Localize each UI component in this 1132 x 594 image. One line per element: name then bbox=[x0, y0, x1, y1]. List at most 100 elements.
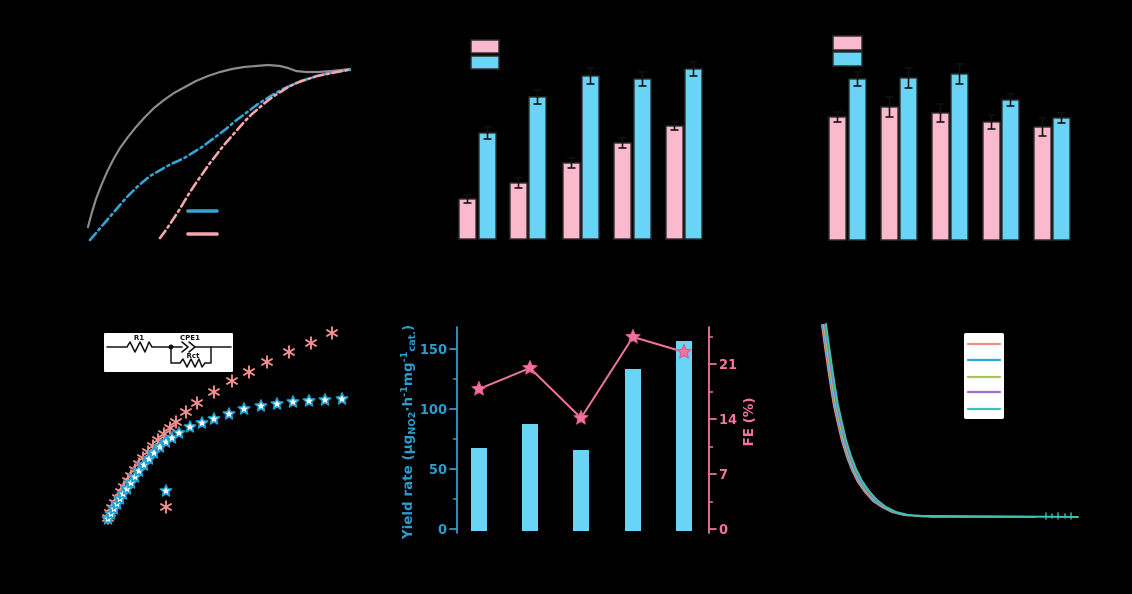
right-tick-label: 0 bbox=[719, 523, 728, 538]
bar-pink-3 bbox=[931, 112, 950, 241]
star-marker bbox=[270, 397, 284, 410]
legend-swatch-pink bbox=[832, 35, 863, 51]
curve-pink-dashed bbox=[158, 68, 350, 240]
error-bar bbox=[936, 103, 945, 123]
error-bar bbox=[1038, 117, 1047, 137]
asterisk-marker bbox=[170, 418, 182, 426]
inset-label-r1: R1 bbox=[134, 334, 144, 342]
error-bar bbox=[618, 137, 627, 149]
error-bar bbox=[955, 63, 964, 85]
circuit-resistor-r1 bbox=[126, 341, 153, 353]
right-tick-label: 21 bbox=[719, 358, 737, 373]
inset-label-rct: Rct bbox=[187, 352, 201, 360]
star-marker bbox=[183, 420, 197, 433]
star-marker bbox=[302, 394, 316, 407]
right-tick-label: 7 bbox=[719, 468, 728, 483]
error-bar bbox=[1006, 93, 1015, 107]
yield-bar-1 bbox=[471, 448, 487, 531]
error-bar bbox=[463, 194, 472, 204]
legend-marker-pink-asterisk bbox=[160, 500, 172, 514]
left-tick-label: 150 bbox=[420, 343, 447, 358]
asterisk-marker bbox=[180, 408, 192, 416]
circuit-inset-box bbox=[104, 333, 233, 372]
bar-blue-1 bbox=[478, 132, 497, 240]
left-tick-label: 100 bbox=[420, 403, 447, 418]
star-marker bbox=[625, 329, 641, 344]
error-bar bbox=[567, 157, 576, 169]
star-marker bbox=[195, 416, 209, 429]
star-marker bbox=[222, 407, 236, 420]
bar-pink-4 bbox=[982, 121, 1001, 241]
asterisk-marker bbox=[208, 388, 220, 396]
panel-d: R1 CPE1 Rct bbox=[101, 326, 349, 525]
star-marker bbox=[522, 360, 538, 375]
error-bar bbox=[904, 67, 913, 89]
asterisk-marker bbox=[147, 442, 159, 450]
star-marker bbox=[172, 426, 186, 439]
error-bar bbox=[483, 126, 492, 140]
bar-pink-2 bbox=[509, 182, 528, 240]
bar-pink-1 bbox=[828, 116, 847, 241]
star-marker bbox=[254, 399, 268, 412]
fe-star-markers bbox=[471, 329, 692, 425]
panel-c bbox=[828, 35, 1071, 241]
asterisk-marker bbox=[137, 454, 149, 462]
asterisk-marker bbox=[261, 358, 273, 366]
panel-b bbox=[458, 39, 703, 240]
error-bar bbox=[670, 121, 679, 131]
star-marker bbox=[573, 410, 589, 425]
left-tick-label: 0 bbox=[438, 523, 447, 538]
asterisk-marker bbox=[158, 430, 170, 438]
bar-pink-5 bbox=[665, 125, 684, 240]
bar-blue-4 bbox=[1001, 99, 1020, 241]
fe-line bbox=[478, 336, 685, 419]
legend-swatch-pink bbox=[470, 39, 500, 54]
scatter-blue-stars bbox=[101, 392, 349, 525]
yield-bar-5 bbox=[676, 341, 692, 531]
legend-swatch-blue bbox=[470, 55, 500, 70]
circuit-branch bbox=[170, 346, 181, 364]
bar-blue-5 bbox=[684, 68, 703, 240]
left-tick-label: 50 bbox=[429, 463, 447, 478]
asterisk-marker bbox=[191, 399, 203, 407]
asterisk-marker bbox=[226, 377, 238, 385]
inset-label-cpe1: CPE1 bbox=[180, 334, 200, 342]
error-bar bbox=[586, 67, 595, 85]
y-axis-label-right: FE (%) bbox=[741, 397, 757, 446]
star-marker bbox=[335, 392, 349, 405]
star-marker bbox=[318, 393, 332, 406]
asterisk-marker bbox=[164, 424, 176, 432]
bar-blue-4 bbox=[633, 78, 652, 240]
error-bar bbox=[833, 111, 842, 123]
asterisk-marker bbox=[243, 368, 255, 376]
panel-e: 150 100 50 0 21 14 7 0 Yield rate (μgNO2·h-1mg-1… bbox=[399, 325, 757, 540]
legend-swatch-blue bbox=[832, 51, 863, 67]
bar-pink-1 bbox=[458, 198, 477, 240]
error-bar bbox=[853, 71, 862, 87]
bar-pink-5 bbox=[1033, 126, 1052, 241]
bar-pink-2 bbox=[880, 106, 899, 241]
star-marker bbox=[237, 402, 251, 415]
right-tick-label: 14 bbox=[719, 413, 737, 428]
curve-gray bbox=[86, 63, 352, 229]
error-bar bbox=[533, 89, 542, 105]
panel-f bbox=[821, 323, 1079, 520]
error-bar bbox=[1057, 112, 1066, 124]
y-axis-label-left: Yield rate (μgNO2·h-1mg-1cat.) bbox=[399, 325, 418, 540]
yield-bar-3 bbox=[573, 450, 589, 531]
star-marker bbox=[207, 412, 221, 425]
star-marker bbox=[676, 344, 692, 359]
asterisk-marker bbox=[142, 448, 154, 456]
bar-pink-3 bbox=[562, 162, 581, 240]
star-marker bbox=[159, 484, 173, 497]
bar-blue-1 bbox=[848, 78, 867, 241]
asterisk-marker bbox=[326, 329, 338, 337]
error-bar bbox=[885, 96, 894, 118]
asterisk-marker bbox=[160, 503, 172, 511]
bar-blue-2 bbox=[899, 77, 918, 241]
asterisk-marker bbox=[152, 436, 164, 444]
circuit-cpe-chevron bbox=[181, 341, 189, 353]
panel-a bbox=[86, 63, 352, 242]
